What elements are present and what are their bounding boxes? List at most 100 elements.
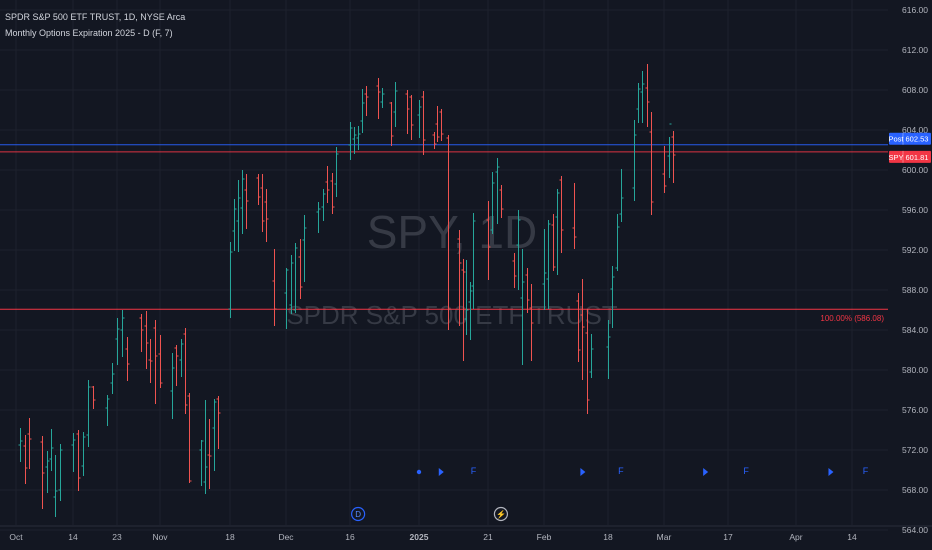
- price-bar[interactable]: [284, 268, 289, 329]
- price-bar[interactable]: [432, 132, 437, 149]
- price-bar[interactable]: [179, 339, 184, 377]
- earnings-icon[interactable]: [493, 506, 509, 522]
- marker-f[interactable]: F: [863, 466, 869, 476]
- price-bar[interactable]: [144, 311, 149, 369]
- price-tag-spy[interactable]: SPY 601.81: [888, 150, 931, 163]
- price-bar[interactable]: [352, 127, 357, 154]
- marker-f[interactable]: F: [743, 466, 749, 476]
- price-bar[interactable]: [499, 185, 504, 218]
- price-bar[interactable]: [486, 201, 491, 280]
- price-bar[interactable]: [640, 71, 645, 123]
- price-bar[interactable]: [330, 173, 335, 214]
- price-bar[interactable]: [409, 95, 414, 140]
- price-bar[interactable]: [380, 88, 385, 108]
- price-bar[interactable]: [542, 229, 547, 310]
- price-bar[interactable]: [199, 440, 204, 486]
- marker-triangle[interactable]: [703, 468, 709, 476]
- price-bar[interactable]: [421, 91, 426, 155]
- price-bar[interactable]: [125, 337, 130, 381]
- price-bar[interactable]: [293, 243, 298, 313]
- price-bar[interactable]: [520, 249, 525, 365]
- price-bar[interactable]: [393, 82, 398, 127]
- price-bar[interactable]: [662, 146, 667, 193]
- price-bar[interactable]: [589, 334, 594, 378]
- price-bar[interactable]: [516, 210, 521, 290]
- price-bar[interactable]: [636, 83, 641, 123]
- symbol-title[interactable]: SPDR S&P 500 ETF TRUST, 1D, NYSE Arca: [5, 12, 186, 22]
- dividend-icon[interactable]: [351, 506, 366, 522]
- marker-triangle[interactable]: [828, 468, 834, 476]
- badge-dividend[interactable]: D: [351, 506, 366, 522]
- price-bar[interactable]: [240, 170, 245, 234]
- price-bar[interactable]: [58, 444, 63, 501]
- price-bar[interactable]: [461, 259, 466, 361]
- price-bar[interactable]: [76, 430, 81, 491]
- price-bar[interactable]: [321, 189, 326, 221]
- price-bar[interactable]: [645, 64, 650, 127]
- price-bar[interactable]: [457, 230, 462, 326]
- price-bar[interactable]: [81, 432, 86, 476]
- price-bar[interactable]: [360, 89, 365, 133]
- price-bar[interactable]: [40, 436, 45, 509]
- price-bar[interactable]: [572, 183, 577, 249]
- price-bar[interactable]: [158, 335, 163, 388]
- price-bar[interactable]: [183, 328, 188, 414]
- price-bar[interactable]: [212, 399, 217, 471]
- price-bar[interactable]: [244, 174, 249, 229]
- price-bar[interactable]: [187, 393, 192, 483]
- price-bar[interactable]: [615, 214, 620, 271]
- price-bar[interactable]: [490, 172, 495, 234]
- price-bar[interactable]: [298, 239, 303, 299]
- price-bar[interactable]: [110, 363, 115, 394]
- price-bar[interactable]: [170, 353, 175, 419]
- indicator-title[interactable]: Monthly Options Expiration 2025 - D (F, …: [5, 28, 173, 38]
- price-bar[interactable]: [525, 268, 530, 313]
- price-tag-post[interactable]: Post 602.53: [888, 132, 931, 145]
- price-bar[interactable]: [559, 176, 564, 253]
- price-bar[interactable]: [576, 293, 581, 362]
- price-bar[interactable]: [153, 320, 158, 404]
- price-bar[interactable]: [27, 418, 32, 469]
- price-bar[interactable]: [207, 419, 212, 489]
- price-bar[interactable]: [53, 455, 58, 517]
- price-bar[interactable]: [376, 78, 381, 119]
- price-bar[interactable]: [71, 433, 76, 472]
- price-bar[interactable]: [334, 147, 339, 197]
- price-bar[interactable]: [649, 112, 654, 215]
- price-bar[interactable]: [139, 314, 144, 352]
- price-bar[interactable]: [468, 282, 473, 340]
- price-bar[interactable]: [105, 395, 110, 426]
- price-bar[interactable]: [555, 189, 560, 275]
- price-bar[interactable]: [203, 400, 208, 494]
- price-bar[interactable]: [232, 199, 237, 251]
- price-bar[interactable]: [49, 429, 54, 471]
- price-bar[interactable]: [23, 435, 28, 484]
- price-bar[interactable]: [236, 180, 241, 252]
- price-bar[interactable]: [256, 174, 261, 205]
- price-bar[interactable]: [264, 189, 269, 242]
- price-bar[interactable]: [174, 345, 179, 386]
- price-bar[interactable]: [405, 90, 410, 134]
- price-bar[interactable]: [356, 126, 361, 150]
- price-bar[interactable]: [580, 279, 585, 380]
- price-bar[interactable]: [389, 102, 394, 146]
- marker-f[interactable]: F: [471, 466, 477, 476]
- marker-triangle[interactable]: [438, 468, 444, 476]
- price-bar[interactable]: [91, 386, 96, 409]
- price-bar[interactable]: [325, 166, 330, 203]
- price-bar[interactable]: [512, 253, 517, 288]
- price-bar[interactable]: [606, 320, 611, 379]
- price-bar[interactable]: [260, 174, 265, 232]
- price-bar[interactable]: [471, 213, 476, 309]
- price-bar[interactable]: [120, 310, 125, 357]
- price-bar[interactable]: [464, 260, 469, 335]
- badge-earnings[interactable]: ⚡: [493, 506, 509, 522]
- price-bar[interactable]: [45, 451, 50, 493]
- price-bar[interactable]: [671, 131, 676, 183]
- price-bar[interactable]: [148, 339, 153, 383]
- price-bar[interactable]: [228, 242, 233, 318]
- marker-dot[interactable]: [416, 469, 422, 475]
- price-bar[interactable]: [417, 100, 422, 138]
- price-bar[interactable]: [446, 135, 451, 330]
